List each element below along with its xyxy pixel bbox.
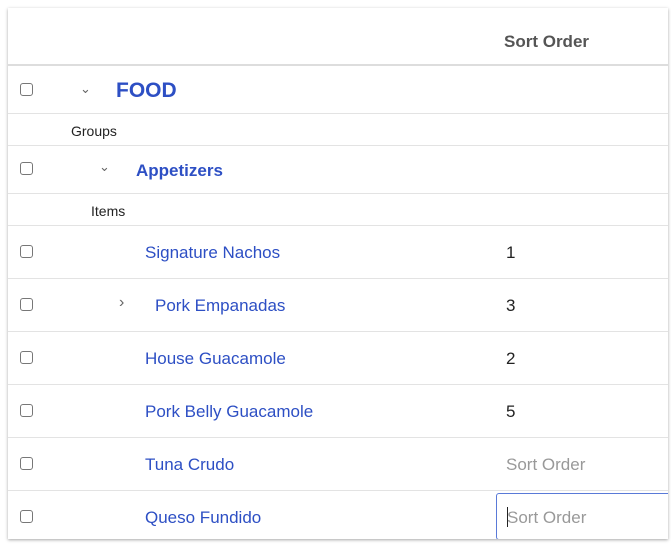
item-name[interactable]: House Guacamole — [145, 349, 286, 368]
item-name[interactable]: Signature Nachos — [145, 243, 281, 262]
item-row: Queso Fundido Sort Order — [8, 491, 668, 539]
item-row: Pork Belly Guacamole 5 — [8, 385, 668, 438]
sort-order-placeholder: Sort Order — [507, 508, 587, 527]
sort-order-value[interactable]: 1 — [506, 243, 516, 262]
items-label: Items — [91, 203, 126, 219]
row-checkbox[interactable] — [20, 457, 33, 470]
row-checkbox[interactable] — [20, 162, 33, 175]
category-name[interactable]: FOOD — [116, 79, 177, 102]
chevron-right-icon[interactable]: › — [119, 294, 125, 311]
text-caret — [507, 507, 508, 527]
group-name[interactable]: Appetizers — [136, 161, 223, 180]
item-name[interactable]: Pork Belly Guacamole — [145, 402, 314, 421]
chevron-down-icon[interactable]: ⌄ — [80, 81, 91, 96]
row-checkbox[interactable] — [20, 245, 33, 258]
items-label-row: Items — [8, 194, 668, 226]
menu-tree-table: Sort Order ⌄ FOOD Groups ⌄ Appetizers It… — [8, 8, 668, 539]
sort-order-input-focused[interactable]: Sort Order — [496, 493, 668, 539]
sort-order-input[interactable]: Sort Order — [506, 455, 586, 474]
sort-order-column-header[interactable]: Sort Order — [504, 32, 590, 51]
row-checkbox[interactable] — [20, 298, 33, 311]
group-row: ⌄ Appetizers — [8, 146, 668, 194]
item-row: Signature Nachos 1 — [8, 226, 668, 279]
item-row: Tuna Crudo Sort Order — [8, 438, 668, 491]
row-checkbox[interactable] — [20, 351, 33, 364]
groups-label: Groups — [71, 123, 117, 139]
table-header: Sort Order — [8, 8, 668, 66]
sort-order-value[interactable]: 5 — [506, 402, 516, 421]
chevron-down-icon[interactable]: ⌄ — [99, 159, 110, 174]
row-checkbox[interactable] — [20, 83, 33, 96]
item-name[interactable]: Tuna Crudo — [145, 455, 235, 474]
item-row: House Guacamole 2 — [8, 332, 668, 385]
sort-order-value[interactable]: 3 — [506, 296, 516, 315]
category-row: ⌄ FOOD — [8, 66, 668, 114]
groups-label-row: Groups — [8, 114, 668, 146]
item-name[interactable]: Queso Fundido — [145, 508, 262, 527]
item-row: › Pork Empanadas 3 — [8, 279, 668, 332]
row-checkbox[interactable] — [20, 404, 33, 417]
row-checkbox[interactable] — [20, 510, 33, 523]
item-name[interactable]: Pork Empanadas — [155, 296, 286, 315]
sort-order-value[interactable]: 2 — [506, 349, 516, 368]
